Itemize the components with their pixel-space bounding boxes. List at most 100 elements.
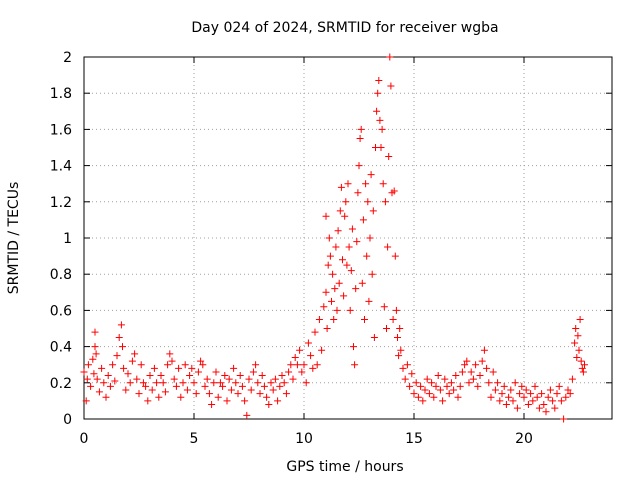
data-point <box>320 303 328 311</box>
data-point <box>491 386 499 394</box>
y-tick-label: 2 <box>63 50 72 66</box>
data-point <box>227 386 235 394</box>
data-point <box>509 397 517 405</box>
data-point <box>124 370 132 378</box>
data-point <box>365 297 373 305</box>
data-point <box>194 368 202 376</box>
data-point <box>331 285 339 293</box>
data-point <box>386 53 394 61</box>
data-point <box>527 390 535 398</box>
data-point <box>423 375 431 383</box>
data-point <box>329 270 337 278</box>
data-point <box>555 382 563 390</box>
data-point <box>458 368 466 376</box>
data-point <box>214 393 222 401</box>
data-point <box>358 279 366 287</box>
data-point <box>366 234 374 242</box>
data-point <box>175 364 183 372</box>
data-point <box>325 234 333 242</box>
data-point <box>221 372 229 380</box>
data-point <box>276 382 284 390</box>
data-point <box>362 180 370 188</box>
data-point <box>271 375 279 383</box>
data-point <box>485 379 493 387</box>
data-point <box>146 372 154 380</box>
data-point <box>197 357 205 365</box>
data-point <box>533 393 541 401</box>
data-point <box>450 386 458 394</box>
data-point <box>363 252 371 260</box>
data-point <box>336 207 344 215</box>
data-point <box>245 375 253 383</box>
data-point <box>347 267 355 275</box>
data-point <box>445 390 453 398</box>
data-point <box>354 189 362 197</box>
chart-title: Day 024 of 2024, SRMTID for receiver wgb… <box>191 20 498 36</box>
data-point <box>304 339 312 347</box>
data-point <box>142 382 150 390</box>
data-point <box>155 393 163 401</box>
data-point <box>432 382 440 390</box>
data-point <box>395 352 403 360</box>
data-point <box>225 375 233 383</box>
data-point <box>164 361 172 369</box>
data-point <box>199 361 207 369</box>
y-tick-label: 0.8 <box>50 267 72 283</box>
data-point <box>369 207 377 215</box>
data-point <box>232 379 240 387</box>
data-point <box>265 401 273 409</box>
data-point <box>334 227 342 235</box>
data-point <box>102 393 110 401</box>
data-point <box>576 315 584 323</box>
data-point <box>351 361 359 369</box>
data-point <box>513 404 521 412</box>
data-point <box>302 379 310 387</box>
x-tick-label: 20 <box>515 431 533 447</box>
data-point <box>489 368 497 376</box>
data-point <box>341 212 349 220</box>
data-point <box>223 397 231 405</box>
data-point <box>203 375 211 383</box>
y-tick-label: 0 <box>63 412 72 428</box>
data-point <box>361 315 368 323</box>
data-point <box>425 390 433 398</box>
data-point <box>115 334 123 342</box>
data-point <box>370 334 378 342</box>
y-axis-label: SRMTID / TECUs <box>6 182 22 295</box>
data-point <box>161 388 169 396</box>
data-point <box>549 397 557 405</box>
y-tick-label: 1.2 <box>50 195 72 211</box>
data-point <box>465 379 473 387</box>
data-point <box>91 328 99 336</box>
data-point <box>344 180 352 188</box>
data-point <box>408 370 416 378</box>
data-point <box>172 382 180 390</box>
data-point <box>285 368 293 376</box>
data-point <box>546 386 554 394</box>
data-point <box>274 397 282 405</box>
y-tick-label: 1 <box>63 231 72 247</box>
data-point <box>348 225 356 233</box>
data-point <box>396 325 404 332</box>
data-point <box>296 346 304 354</box>
data-point <box>328 297 335 305</box>
data-point <box>401 375 409 383</box>
data-point <box>359 216 367 224</box>
data-point <box>109 361 117 369</box>
data-point <box>137 361 145 369</box>
data-point <box>307 352 315 360</box>
data-point <box>544 393 552 401</box>
data-point <box>441 375 449 383</box>
data-point <box>573 353 581 361</box>
x-tick-label: 10 <box>295 431 313 447</box>
data-point <box>148 386 156 394</box>
data-point <box>238 382 246 390</box>
data-point <box>352 285 360 293</box>
data-point <box>166 350 174 358</box>
y-tick-label: 0.4 <box>50 340 72 356</box>
data-point <box>95 388 103 396</box>
data-point <box>135 390 143 398</box>
data-point <box>566 390 574 398</box>
data-point <box>120 364 128 372</box>
